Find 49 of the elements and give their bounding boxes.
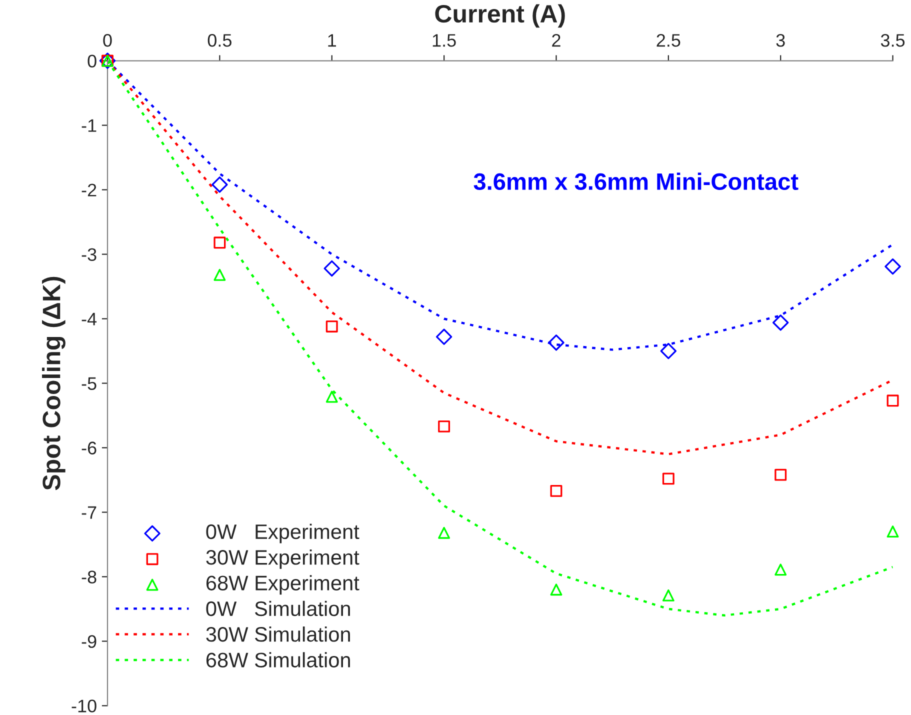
x-tick-label: 3 (776, 34, 785, 47)
point (550, 584, 562, 596)
annotation: 3.6mm x 3.6mm Mini-Contact (474, 172, 798, 190)
x-tick-label: 1 (328, 34, 336, 47)
y-tick-label: -8 (82, 570, 96, 584)
legend-label: 0W Simulation (206, 600, 350, 616)
legend-label: 30W Simulation (206, 626, 350, 642)
x-tick-label: 3.5 (880, 34, 905, 47)
y-tick-label: -5 (82, 377, 96, 390)
y-tick-label: -6 (82, 442, 96, 454)
point (326, 320, 338, 332)
point (662, 589, 674, 602)
y-tick-label: 0 (88, 54, 96, 68)
point (774, 468, 787, 481)
point (324, 260, 340, 277)
y-tick-label: -2 (82, 184, 96, 196)
y-tick-label: -3 (82, 248, 96, 261)
y-tick-label: -7 (82, 506, 96, 519)
point (886, 394, 899, 407)
y-tick-label: -1 (82, 119, 96, 132)
point (214, 236, 226, 249)
x-tick-label: 2.5 (656, 34, 680, 47)
point (884, 258, 901, 275)
y-axis-title: Spot Cooling (ΔK) (42, 276, 66, 490)
point (548, 334, 564, 351)
legend-label: 30W Experiment (206, 549, 360, 569)
legend-label: 68W Experiment (206, 575, 360, 595)
point (438, 420, 450, 432)
x-tick-label: 2 (552, 34, 560, 47)
legend-label: 0W Experiment (206, 524, 360, 544)
legend-label: 68W Simulation (206, 652, 350, 668)
x-tick-label: 0.5 (208, 34, 232, 47)
point (212, 176, 228, 193)
y-tick-label: -4 (82, 312, 97, 326)
point (438, 526, 450, 539)
x-axis-title: Current (A) (435, 4, 565, 28)
point (772, 314, 789, 331)
x-tick-label: 1.5 (432, 34, 456, 47)
point (886, 526, 899, 538)
point (662, 472, 674, 485)
point (660, 342, 677, 360)
point (774, 564, 787, 576)
y-tick-label: -9 (82, 635, 96, 648)
y-tick-label: -10 (72, 700, 96, 712)
point (550, 484, 562, 497)
x-tick-label: 0 (103, 34, 112, 47)
point (436, 328, 452, 345)
point (214, 268, 226, 281)
point (326, 390, 338, 403)
